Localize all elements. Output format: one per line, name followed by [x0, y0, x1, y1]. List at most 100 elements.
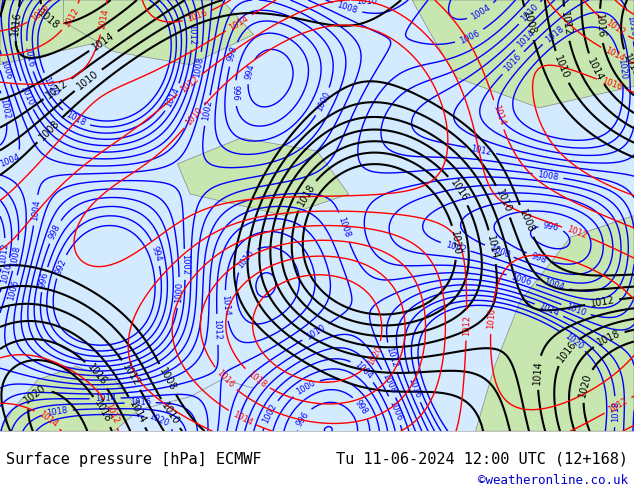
Text: 1014: 1014 [491, 103, 507, 126]
Text: 1002: 1002 [444, 240, 467, 254]
Text: 1012: 1012 [212, 318, 223, 340]
Text: 1012: 1012 [44, 77, 70, 100]
Text: 1008: 1008 [337, 216, 352, 239]
Text: 1014: 1014 [91, 30, 117, 52]
Text: 1016: 1016 [85, 362, 108, 388]
Text: 1018: 1018 [295, 182, 317, 208]
Text: 994: 994 [150, 245, 163, 262]
Text: 1018: 1018 [36, 8, 61, 31]
Text: 998: 998 [226, 45, 240, 63]
Text: 1010: 1010 [184, 105, 205, 127]
Text: 1012: 1012 [61, 6, 81, 28]
Text: 1012: 1012 [0, 243, 10, 265]
Text: 1014: 1014 [231, 409, 254, 427]
Text: 1016: 1016 [406, 376, 422, 399]
Text: 1014: 1014 [228, 14, 250, 32]
Text: 1008: 1008 [10, 245, 22, 267]
Text: 1000: 1000 [488, 243, 510, 260]
Text: 1010: 1010 [29, 2, 51, 24]
Text: 1000: 1000 [295, 378, 317, 396]
Text: 1010: 1010 [552, 54, 571, 80]
Text: 1004: 1004 [543, 277, 566, 293]
Text: 1014: 1014 [98, 8, 110, 31]
Text: 998: 998 [47, 223, 62, 241]
Text: 1014: 1014 [37, 409, 59, 429]
Text: 1004: 1004 [0, 152, 21, 169]
Text: 1014: 1014 [486, 234, 500, 260]
Text: 1016: 1016 [503, 52, 524, 74]
Text: 1008: 1008 [336, 0, 359, 16]
Text: 1014: 1014 [94, 394, 116, 403]
Text: 1000: 1000 [174, 282, 184, 303]
Polygon shape [476, 216, 634, 431]
Text: 1012: 1012 [384, 346, 399, 369]
Text: 1020: 1020 [578, 372, 593, 399]
Text: 1010: 1010 [519, 2, 540, 24]
Text: 1020: 1020 [616, 58, 628, 80]
Text: 996: 996 [543, 221, 560, 232]
Polygon shape [0, 0, 158, 65]
Text: 1014: 1014 [532, 360, 544, 385]
Text: 1020: 1020 [22, 383, 48, 405]
Text: 1008: 1008 [521, 10, 537, 37]
Text: 1008: 1008 [537, 170, 559, 182]
Text: 1016: 1016 [186, 8, 209, 24]
Text: 1010: 1010 [159, 401, 181, 427]
Text: 996: 996 [295, 410, 311, 428]
Text: 1014: 1014 [586, 56, 605, 82]
Text: 1004: 1004 [353, 360, 374, 381]
Text: 1012: 1012 [178, 74, 200, 95]
Text: 1018: 1018 [543, 24, 566, 44]
Text: 998: 998 [529, 251, 548, 265]
Text: 1000: 1000 [314, 91, 332, 113]
Text: 996: 996 [231, 85, 240, 101]
Text: 1006: 1006 [510, 272, 533, 287]
Text: 1016: 1016 [624, 15, 634, 37]
Text: 1014: 1014 [164, 86, 182, 109]
Text: 1008: 1008 [37, 118, 61, 142]
Text: 1018: 1018 [595, 328, 622, 348]
Text: 1016: 1016 [235, 247, 256, 270]
Text: 1014: 1014 [538, 301, 560, 318]
Text: 1012: 1012 [566, 224, 588, 241]
Text: 1010: 1010 [0, 262, 13, 284]
Text: 1012: 1012 [607, 396, 630, 415]
Text: 1002: 1002 [261, 402, 278, 425]
Text: 1006: 1006 [0, 58, 13, 81]
Text: 1002: 1002 [0, 97, 11, 120]
Text: 1014: 1014 [515, 28, 536, 49]
Text: 1014: 1014 [127, 399, 147, 425]
Text: 1016: 1016 [10, 11, 23, 37]
Text: 1012: 1012 [559, 11, 573, 37]
Text: 1016: 1016 [215, 368, 236, 390]
Text: Surface pressure [hPa] ECMWF: Surface pressure [hPa] ECMWF [6, 452, 262, 467]
Text: 1014: 1014 [604, 46, 626, 64]
Text: ©weatheronline.co.uk: ©weatheronline.co.uk [477, 474, 628, 487]
Text: 1002: 1002 [180, 254, 190, 275]
Text: 1012: 1012 [604, 19, 626, 38]
Text: 1016: 1016 [594, 13, 606, 39]
Text: 1004: 1004 [30, 199, 41, 221]
Text: 1008: 1008 [380, 372, 398, 395]
Text: 1008: 1008 [517, 208, 536, 234]
Text: 1014: 1014 [221, 294, 231, 317]
Text: 1006: 1006 [6, 279, 20, 302]
Text: 1012: 1012 [103, 402, 120, 425]
Text: 1016: 1016 [600, 77, 623, 93]
Polygon shape [0, 367, 139, 431]
Text: 1020: 1020 [562, 331, 585, 351]
Text: 1004: 1004 [470, 3, 493, 22]
Text: 1002: 1002 [201, 99, 214, 122]
Text: 994: 994 [243, 63, 256, 80]
Text: 1016: 1016 [22, 45, 36, 68]
Text: 996: 996 [38, 271, 51, 288]
Text: 1008: 1008 [192, 56, 205, 78]
Text: 1012: 1012 [462, 315, 471, 336]
Text: 1010: 1010 [304, 322, 327, 341]
Polygon shape [412, 0, 634, 108]
Text: 1020: 1020 [148, 412, 171, 429]
Text: 1020: 1020 [42, 75, 60, 98]
Text: 1018: 1018 [92, 398, 113, 425]
Text: 998: 998 [353, 398, 370, 416]
Text: 1012: 1012 [470, 144, 492, 157]
